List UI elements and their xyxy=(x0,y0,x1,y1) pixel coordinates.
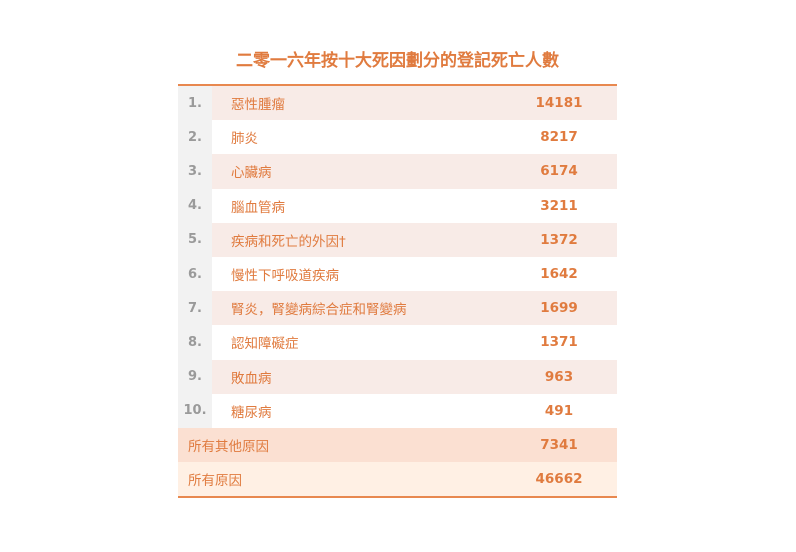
cause-cell: 慢性下呼吸道疾病 xyxy=(231,268,339,285)
death-causes-table: 1. 惡性腫瘤 14181 2. 肺炎 8217 3. 心臟病 6174 4. … xyxy=(178,84,617,499)
chart-title: 二零一六年按十大死因劃分的登記死亡人數 xyxy=(236,51,559,71)
rank-cell: 8. xyxy=(178,325,212,360)
value-cell: 1372 xyxy=(540,231,578,248)
other-causes-label: 所有其他原因 xyxy=(188,438,269,455)
cause-cell: 敗血病 xyxy=(231,370,272,387)
table-row: 1. 惡性腫瘤 14181 xyxy=(178,86,617,121)
table-row: 10. 糖尿病 491 xyxy=(178,393,617,428)
cause-cell: 肺炎 xyxy=(231,131,258,148)
cause-cell: 腎炎，腎變病綜合症和腎變病 xyxy=(231,302,407,319)
cause-cell: 心臟病 xyxy=(231,165,272,182)
rank-cell: 10. xyxy=(178,393,212,428)
table-row: 5. 疾病和死亡的外因† 1372 xyxy=(178,222,617,257)
cause-cell: 疾病和死亡的外因† xyxy=(231,233,346,250)
value-cell: 491 xyxy=(544,402,574,419)
all-causes-value: 46662 xyxy=(535,471,583,488)
rank-cell: 6. xyxy=(178,256,212,292)
value-cell: 1642 xyxy=(540,266,578,283)
rank-cell: 1. xyxy=(178,86,212,121)
value-cell: 3211 xyxy=(540,197,578,214)
rank-cell: 7. xyxy=(178,291,212,326)
cause-cell: 惡性腫瘤 xyxy=(231,97,285,114)
all-causes-row: 所有原因 46662 xyxy=(178,462,617,497)
other-causes-value: 7341 xyxy=(540,436,578,453)
value-cell: 1371 xyxy=(540,334,578,351)
all-causes-label: 所有原因 xyxy=(188,473,242,490)
table-row: 4. 腦血管病 3211 xyxy=(178,188,617,223)
value-cell: 8217 xyxy=(540,129,578,146)
table-row: 2. 肺炎 8217 xyxy=(178,120,617,155)
rank-cell: 5. xyxy=(178,222,212,257)
other-causes-row: 所有其他原因 7341 xyxy=(178,427,617,463)
table-row: 8. 認知障礙症 1371 xyxy=(178,325,617,360)
table-row: 7. 腎炎，腎變病綜合症和腎變病 1699 xyxy=(178,291,617,326)
table-row: 6. 慢性下呼吸道疾病 1642 xyxy=(178,256,617,292)
value-cell: 1699 xyxy=(540,300,578,317)
cause-cell: 糖尿病 xyxy=(231,404,272,421)
rank-cell: 3. xyxy=(178,154,212,189)
value-cell: 963 xyxy=(544,368,574,385)
rank-cell: 2. xyxy=(178,120,212,155)
rank-cell: 9. xyxy=(178,359,212,394)
cause-cell: 腦血管病 xyxy=(231,199,285,216)
table-row: 9. 敗血病 963 xyxy=(178,359,617,394)
cause-cell: 認知障礙症 xyxy=(231,336,299,353)
value-cell: 14181 xyxy=(535,95,583,112)
value-cell: 6174 xyxy=(540,163,578,180)
table-row: 3. 心臟病 6174 xyxy=(178,154,617,189)
rank-cell: 4. xyxy=(178,188,212,223)
